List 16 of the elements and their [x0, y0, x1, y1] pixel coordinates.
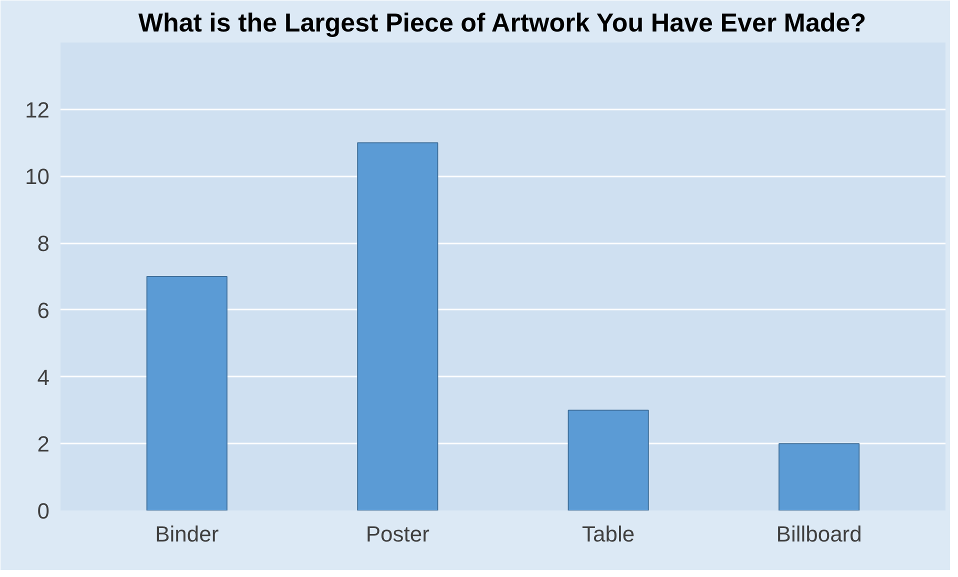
y-tick-label: 4	[37, 364, 50, 390]
x-tick-label: Table	[582, 522, 635, 546]
bar	[568, 410, 649, 510]
x-tick-label: Billboard	[776, 522, 862, 546]
y-tick-label: 0	[37, 498, 50, 524]
bar	[357, 142, 438, 510]
y-tick-label: 12	[25, 97, 50, 122]
y-tick-label: 6	[37, 298, 50, 323]
chart-title: What is the Largest Piece of Artwork You Have Ever Made?	[138, 8, 866, 38]
y-tick-label: 8	[37, 231, 50, 256]
bar	[146, 276, 228, 510]
bar	[778, 443, 860, 510]
x-tick-label: Binder	[155, 522, 219, 546]
x-tick-label: Poster	[366, 522, 430, 546]
y-tick-label: 2	[37, 432, 50, 457]
y-tick-label: 10	[25, 164, 50, 190]
